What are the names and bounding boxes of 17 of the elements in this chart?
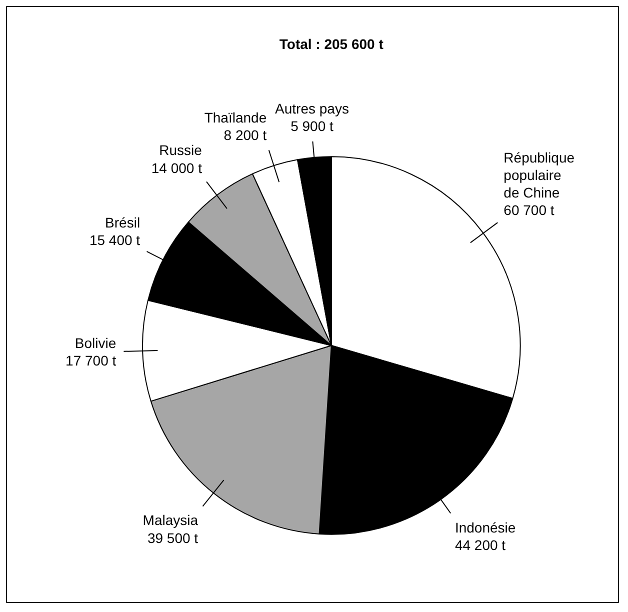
data-label: 14 000 t [151, 160, 202, 176]
slice-label: Indonésie [454, 519, 516, 536]
data-label: 60 700 t [504, 202, 554, 218]
slice-label: Russie [159, 142, 202, 158]
data-label: 8 200 t [224, 126, 267, 143]
slice-label: Brésil [105, 214, 140, 230]
data-label: 5 900 t [290, 118, 334, 134]
chart-title: Total : 205 600 t [279, 36, 384, 52]
slice-label: Thaïlande [204, 109, 267, 126]
data-label: 15 400 t [89, 232, 140, 248]
data-label: 17 700 t [66, 352, 116, 368]
slice-label: Malaysia [142, 512, 198, 528]
data-label: 44 200 t [454, 536, 506, 553]
slice-label: Bolivie [74, 334, 116, 351]
slice-label: Autres pays [275, 100, 349, 116]
slice-label: République populaire de Chine [504, 149, 575, 201]
data-label: 39 500 t [147, 530, 198, 546]
